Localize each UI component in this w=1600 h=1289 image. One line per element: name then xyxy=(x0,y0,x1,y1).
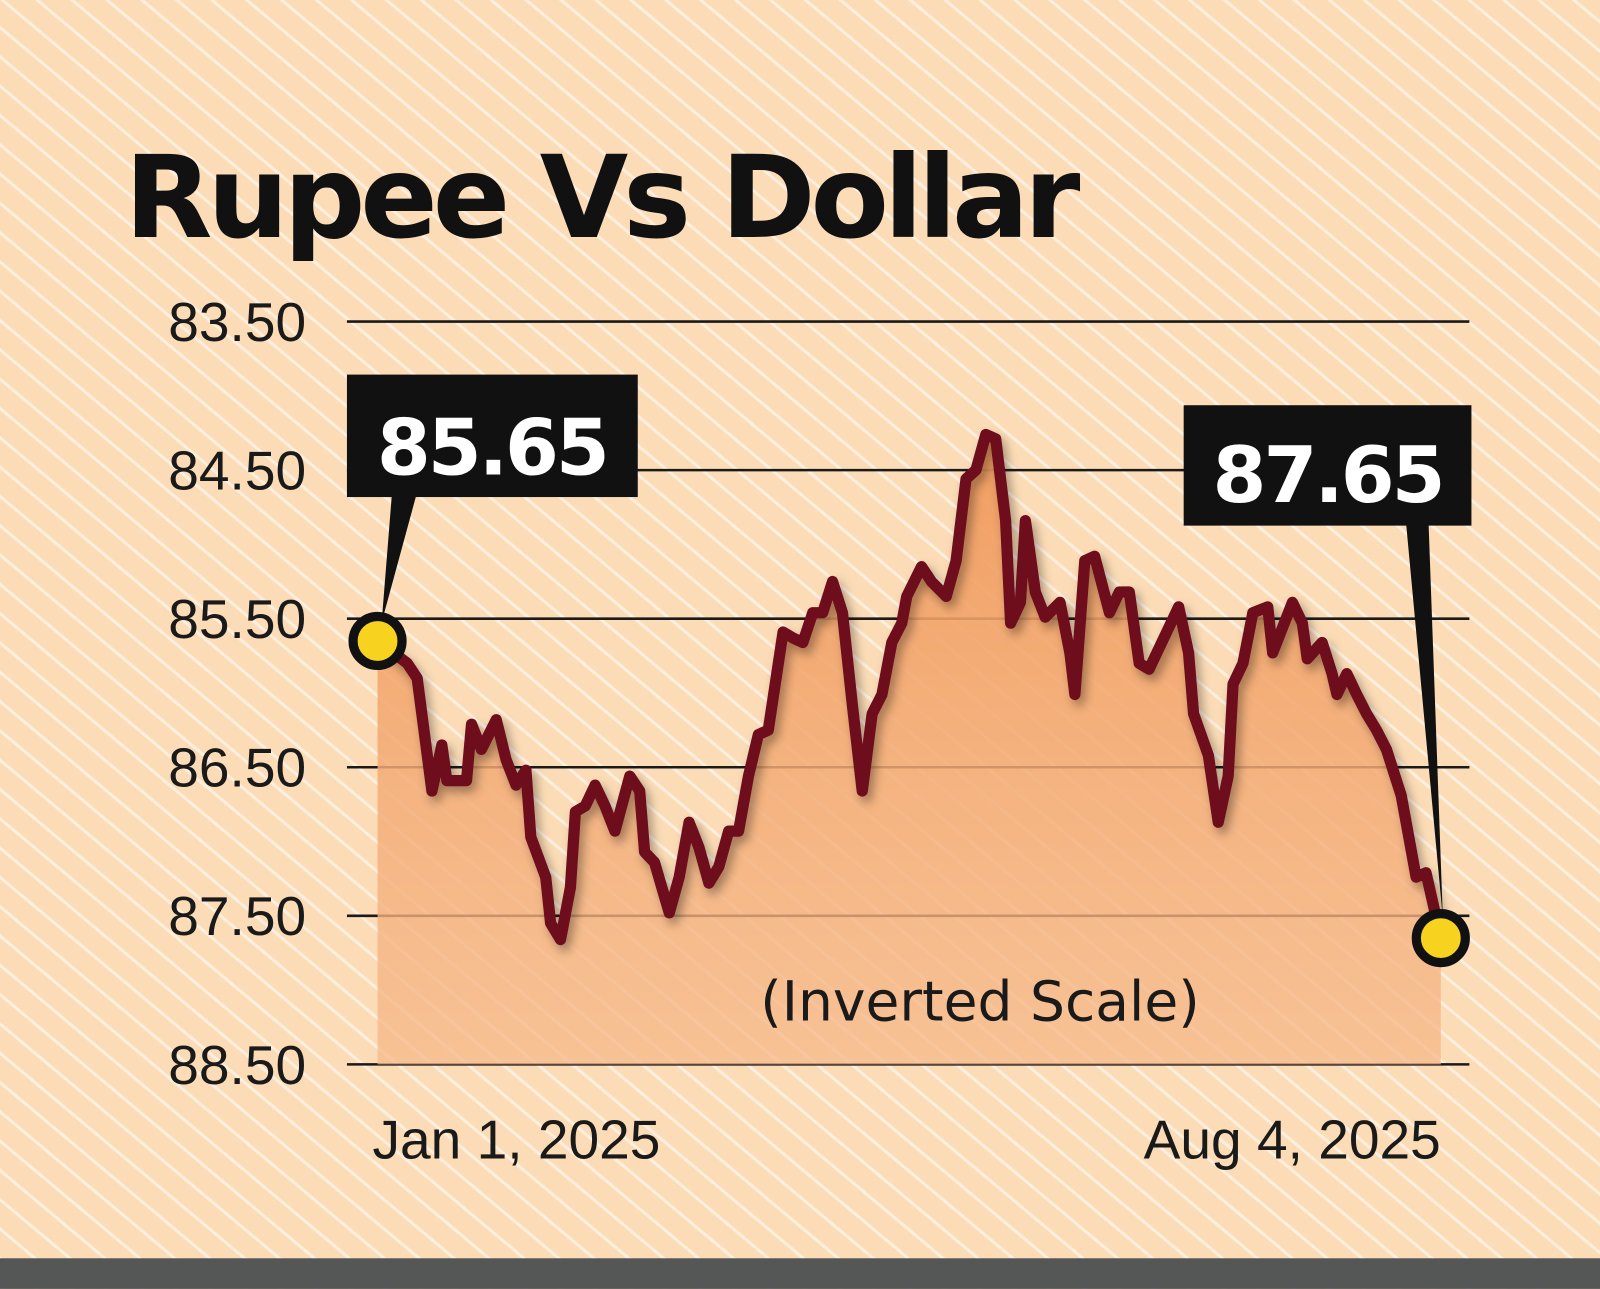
y-tick-label: 83.50 xyxy=(168,291,306,353)
end-point-marker xyxy=(1411,909,1470,968)
callout-end-value: 87.65 xyxy=(1213,431,1443,521)
callout-end: 87.65 xyxy=(1183,405,1472,919)
inverted-scale-note: (Inverted Scale) xyxy=(760,970,1200,1034)
callout-start: 85.65 xyxy=(346,374,638,623)
y-tick-label: 85.50 xyxy=(168,588,306,650)
series-line xyxy=(371,428,1447,946)
y-tick-label: 88.50 xyxy=(168,1034,306,1096)
y-tick-labels: 83.50 84.50 85.50 86.50 87.50 88.50 xyxy=(168,291,306,1096)
callout-start-value: 85.65 xyxy=(377,404,607,494)
x-tick-label-start: Jan 1, 2025 xyxy=(372,1108,660,1170)
y-tick-label: 86.50 xyxy=(168,737,306,799)
x-tick-label-end: Aug 4, 2025 xyxy=(1144,1108,1441,1170)
start-point-marker xyxy=(348,611,407,671)
chart-title: Rupee Vs Dollar xyxy=(124,131,1080,264)
area-fill xyxy=(377,434,1441,1065)
y-tick-label: 84.50 xyxy=(168,440,306,502)
footer-bar xyxy=(0,1258,1600,1289)
y-tick-label: 87.50 xyxy=(168,885,306,947)
